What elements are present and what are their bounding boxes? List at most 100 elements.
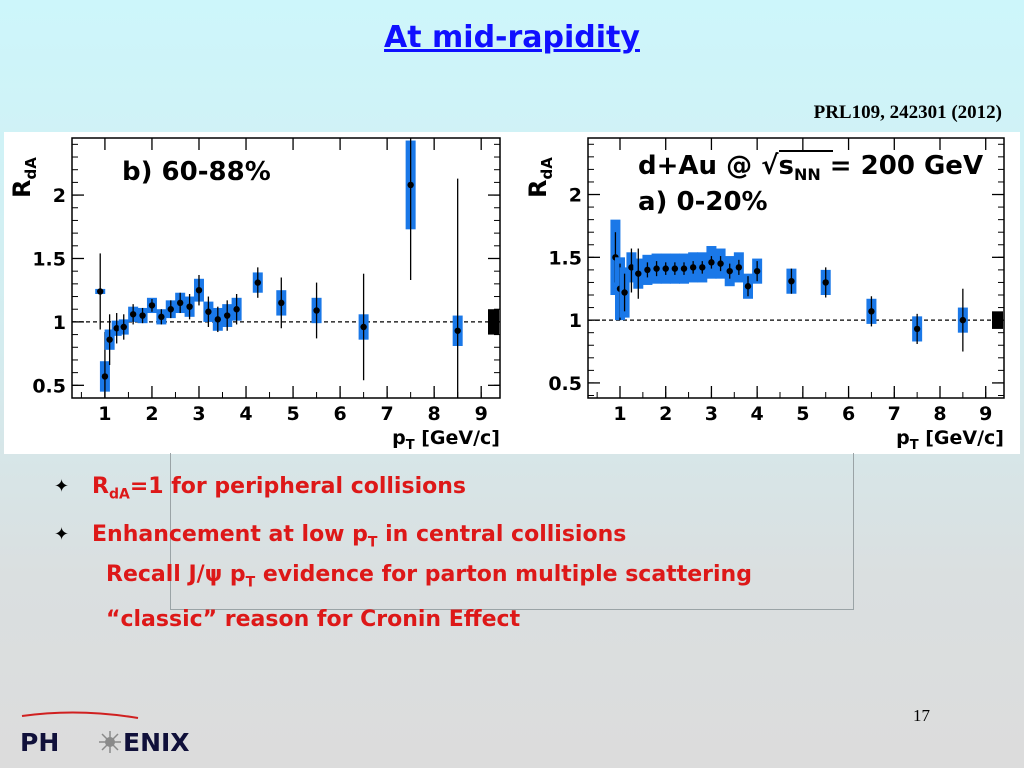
data-point	[158, 313, 165, 321]
data-point	[106, 336, 113, 343]
x-tick-label: 3	[192, 403, 205, 425]
slide-number: 17	[913, 706, 930, 725]
bullet-main: R	[92, 474, 109, 499]
data-point	[186, 303, 193, 310]
data-point	[176, 299, 184, 307]
data-point	[753, 267, 761, 275]
x-tick-label: 8	[933, 403, 946, 425]
data-point	[744, 283, 752, 290]
data-point	[959, 316, 967, 324]
x-tick-label: 5	[796, 403, 809, 425]
x-tick-label: 2	[145, 403, 158, 425]
data-point	[822, 279, 829, 286]
bullet-rest: =1 for peripheral collisions	[129, 474, 466, 499]
data-point	[120, 323, 127, 331]
data-point	[233, 306, 240, 313]
data-point	[313, 307, 320, 314]
data-point	[735, 264, 743, 271]
x-tick-label: 1	[98, 403, 111, 425]
data-point	[635, 270, 642, 277]
y-axis-label: RdA	[524, 157, 556, 198]
x-axis-label-units: [GeV/c]	[919, 427, 1004, 449]
x-tick-label: 2	[659, 403, 672, 425]
data-point	[224, 312, 231, 319]
energy-sub: NN	[794, 165, 821, 184]
subline-post: evidence for parton multiple scattering	[255, 562, 752, 587]
data-point	[214, 316, 222, 323]
y-tick-label: 0.5	[32, 375, 66, 397]
panel-label: b) 60-88%	[122, 157, 271, 187]
bullet-item: ✦ Enhancement at low pT in central colli…	[54, 522, 954, 570]
bullet-text: Enhancement at low pT in central collisi…	[92, 522, 626, 550]
data-point	[726, 267, 733, 275]
panel-label: a) 0-20%	[638, 187, 768, 217]
data-point	[788, 277, 795, 285]
data-point	[148, 302, 156, 309]
data-point	[205, 308, 212, 315]
data-point	[167, 306, 174, 313]
data-point	[868, 308, 875, 315]
x-tick-label: 8	[428, 403, 441, 425]
x-tick-label: 6	[842, 403, 855, 425]
data-point	[680, 265, 688, 272]
x-axis-label: pT [GeV/c]	[896, 427, 1004, 453]
x-axis-label-main: p	[392, 427, 406, 449]
x-tick-label: 7	[381, 403, 394, 425]
data-point	[113, 325, 120, 332]
data-point	[360, 323, 367, 331]
y-axis-label: RdA	[8, 157, 40, 198]
star-bullet-icon: ✦	[54, 524, 70, 545]
star-bullet-icon: ✦	[54, 476, 70, 497]
data-point	[913, 325, 921, 333]
text-frame	[170, 453, 854, 610]
data-point	[407, 181, 414, 189]
bullet-subscript: T	[367, 534, 378, 551]
panel-central: 0.5 1 1.5 2 1 2 3 4 5 6 7 8 9 RdA pT [GeV/c] d+Au @ √sN…	[524, 137, 1005, 453]
y-axis-label-sub: dA	[22, 157, 40, 180]
x-tick-label: 7	[888, 403, 901, 425]
x-tick-label: 4	[239, 403, 252, 425]
y-tick-label: 2	[569, 185, 582, 207]
logo-text-enix: ENIX	[123, 728, 190, 757]
y-tick-label: 1	[569, 310, 582, 332]
x-tick-label: 5	[286, 403, 299, 425]
bullet-main: Enhancement at low p	[92, 522, 368, 547]
bullet-text: RdA=1 for peripheral collisions	[92, 474, 466, 502]
x-tick-label: 1	[613, 403, 626, 425]
data-point	[653, 265, 660, 272]
y-axis-label-sub: dA	[538, 157, 556, 180]
data-point	[671, 265, 679, 272]
x-axis-label-units: [GeV/c]	[415, 427, 500, 449]
data-point	[278, 299, 285, 307]
y-tick-label: 0.5	[548, 373, 582, 395]
x-tick-label: 3	[705, 403, 718, 425]
x-tick-label: 4	[751, 403, 764, 425]
data-point	[644, 266, 651, 274]
data-point	[139, 312, 146, 319]
plot-frame	[71, 137, 501, 399]
x-axis-label-sub: T	[910, 438, 919, 453]
subline-pre: Recall J/ψ p	[106, 562, 246, 587]
y-tick-label: 1	[53, 312, 66, 334]
plot-frame	[587, 137, 1005, 399]
bullet-list: ✦ RdA=1 for peripheral collisions ✦ Enha…	[54, 474, 954, 652]
y-tick-label: 2	[53, 185, 66, 207]
data-point	[628, 264, 635, 271]
y-axis-label-main: R	[524, 180, 552, 198]
y-tick-label: 1.5	[32, 248, 66, 270]
energy-header: d+Au @ √sNN = 200 GeV	[638, 151, 983, 184]
data-point	[699, 264, 706, 271]
figure-panel: 0.5 1 1.5 2 1 2 3 4 5 6 7 8 9 RdA pT [GeV/c] b) 60-88% 0…	[4, 132, 1020, 454]
bullet-rest: in central collisions	[377, 522, 627, 547]
x-tick-label: 9	[979, 403, 992, 425]
x-axis-label-sub: T	[406, 438, 415, 453]
logo-text-ph: PH	[20, 728, 60, 757]
reference-citation: PRL109, 242301 (2012)	[813, 102, 1002, 123]
x-axis-label: pT [GeV/c]	[392, 427, 500, 453]
data-point	[195, 286, 203, 294]
bullet-subline: “classic” reason for Cronin Effect	[54, 607, 954, 652]
energy-header-prefix: d+Au @ √	[638, 151, 779, 181]
data-point	[717, 260, 724, 267]
data-point	[621, 289, 628, 296]
